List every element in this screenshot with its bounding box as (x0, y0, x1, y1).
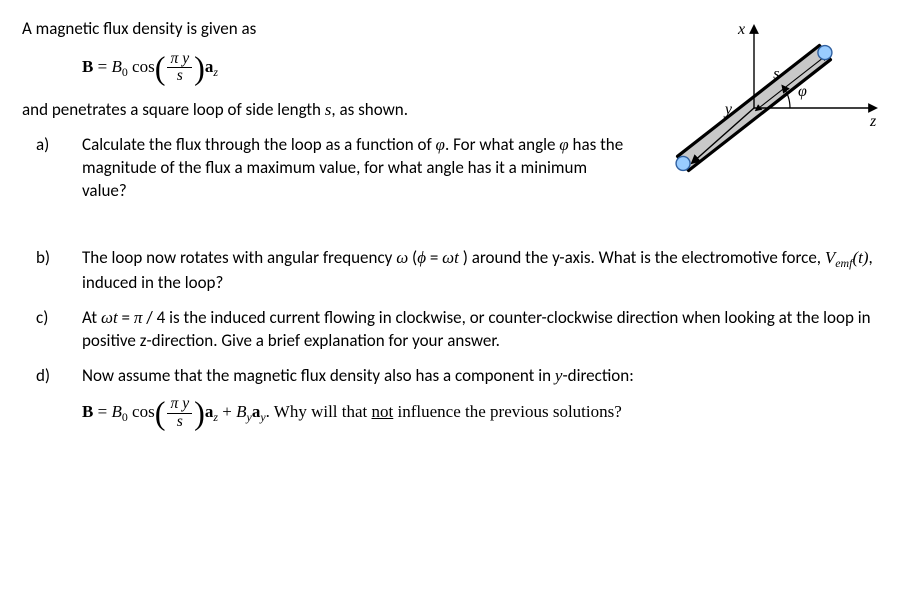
part-b-paren2: ) around the y-axis. What is the electro… (459, 247, 825, 268)
loop-diagram: x z y φ s (624, 18, 884, 235)
eq1-B0: B (111, 57, 121, 76)
after-eq-2: , as shown. (331, 99, 408, 120)
eq2-frac: π ys (167, 396, 192, 430)
eq2-lparen: ( (155, 395, 166, 431)
part-b-omega: ω (396, 248, 408, 267)
eq2-den: s (167, 414, 192, 430)
eq2-lhs: B (82, 402, 93, 421)
eq1-eq: = (98, 57, 112, 76)
equation-1: B = B0 cos(π ys)az (82, 51, 624, 85)
part-d-t1b: -direction: (562, 365, 633, 386)
part-d-body: Now assume that the magnetic flux densit… (82, 365, 884, 444)
part-b: b) The loop now rotates with angular fre… (22, 247, 884, 295)
s-label: s (773, 66, 779, 83)
part-b-eq: = (426, 247, 442, 268)
part-c-t2: is the induced current flowing in clockw… (82, 307, 871, 351)
eq2-not: not (372, 402, 394, 421)
eq1-B0sub: 0 (122, 65, 128, 79)
x-axis-label: x (737, 21, 745, 38)
after-eq-text: and penetrates a square loop of side len… (22, 99, 624, 122)
part-a-phi: φ (436, 135, 445, 154)
loop-endpoint (818, 46, 832, 60)
part-d-label: d) (22, 365, 82, 444)
eq2-cos: cos (132, 402, 155, 421)
part-c: c) At ωt = π / 4 is the induced current … (22, 307, 884, 353)
z-axis-label: z (869, 113, 877, 130)
part-b-omegat: ωt (442, 248, 459, 267)
part-b-t1: The loop now rotates with angular freque… (82, 247, 396, 268)
eq1-asub: z (213, 65, 218, 79)
eq2-tail1: . Why will that (266, 402, 372, 421)
loop-endpoint (676, 156, 690, 170)
eq2-eq: = (98, 402, 112, 421)
part-a-body: Calculate the flux through the loop as a… (82, 134, 624, 203)
part-a-label: a) (22, 134, 82, 203)
s-dimension (756, 55, 827, 110)
part-a: a) Calculate the flux through the loop a… (22, 134, 624, 203)
eq2-By: B (236, 402, 246, 421)
part-d: d) Now assume that the magnetic flux den… (22, 365, 884, 444)
y-axis-label: y (723, 101, 733, 118)
eq1-cos: cos (132, 57, 155, 76)
part-a-phi2: φ (559, 135, 568, 154)
part-c-omegat: ωt (101, 308, 118, 327)
part-b-vemfarg: (t) (852, 248, 868, 267)
part-b-paren: ( (408, 247, 417, 268)
part-b-vemfsub: emf (835, 256, 852, 270)
part-a-t2: . For what angle (445, 134, 559, 155)
part-c-t1: At (82, 307, 101, 328)
y-axis (692, 108, 754, 163)
part-c-4: 4 (157, 307, 166, 328)
eq1-lparen: ( (155, 50, 166, 86)
part-a-t1: Calculate the flux through the loop as a… (82, 134, 436, 155)
eq1-rparen: ) (194, 50, 205, 86)
eq2-plus: + (218, 402, 236, 421)
part-b-body: The loop now rotates with angular freque… (82, 247, 884, 295)
eq2-B0: B (111, 402, 121, 421)
eq1-frac: π ys (167, 51, 192, 85)
part-b-vemf: V (825, 248, 835, 267)
eq2-num: π y (167, 396, 192, 413)
eq1-frac-num: π y (167, 51, 192, 68)
intro-text: A magnetic flux density is given as (22, 18, 624, 41)
part-c-label: c) (22, 307, 82, 353)
part-d-t1: Now assume that the magnetic flux densit… (82, 365, 555, 386)
equation-2: B = B0 cos(π ys)az + Byay. Why will that… (82, 396, 884, 430)
part-c-slash: / (142, 307, 156, 328)
after-eq-1: and penetrates a square loop of side len… (22, 99, 325, 120)
eq2-B0sub: 0 (122, 410, 128, 424)
part-b-label: b) (22, 247, 82, 295)
eq2-tail2: influence the previous solutions? (393, 402, 622, 421)
part-c-body: At ωt = π / 4 is the induced current flo… (82, 307, 884, 353)
phi-label: φ (798, 83, 807, 100)
eq2-rparen: ) (194, 395, 205, 431)
eq1-frac-den: s (167, 68, 192, 84)
part-b-phi: ϕ (417, 248, 426, 267)
part-c-eq: = (118, 307, 134, 328)
eq1-lhs: B (82, 57, 93, 76)
